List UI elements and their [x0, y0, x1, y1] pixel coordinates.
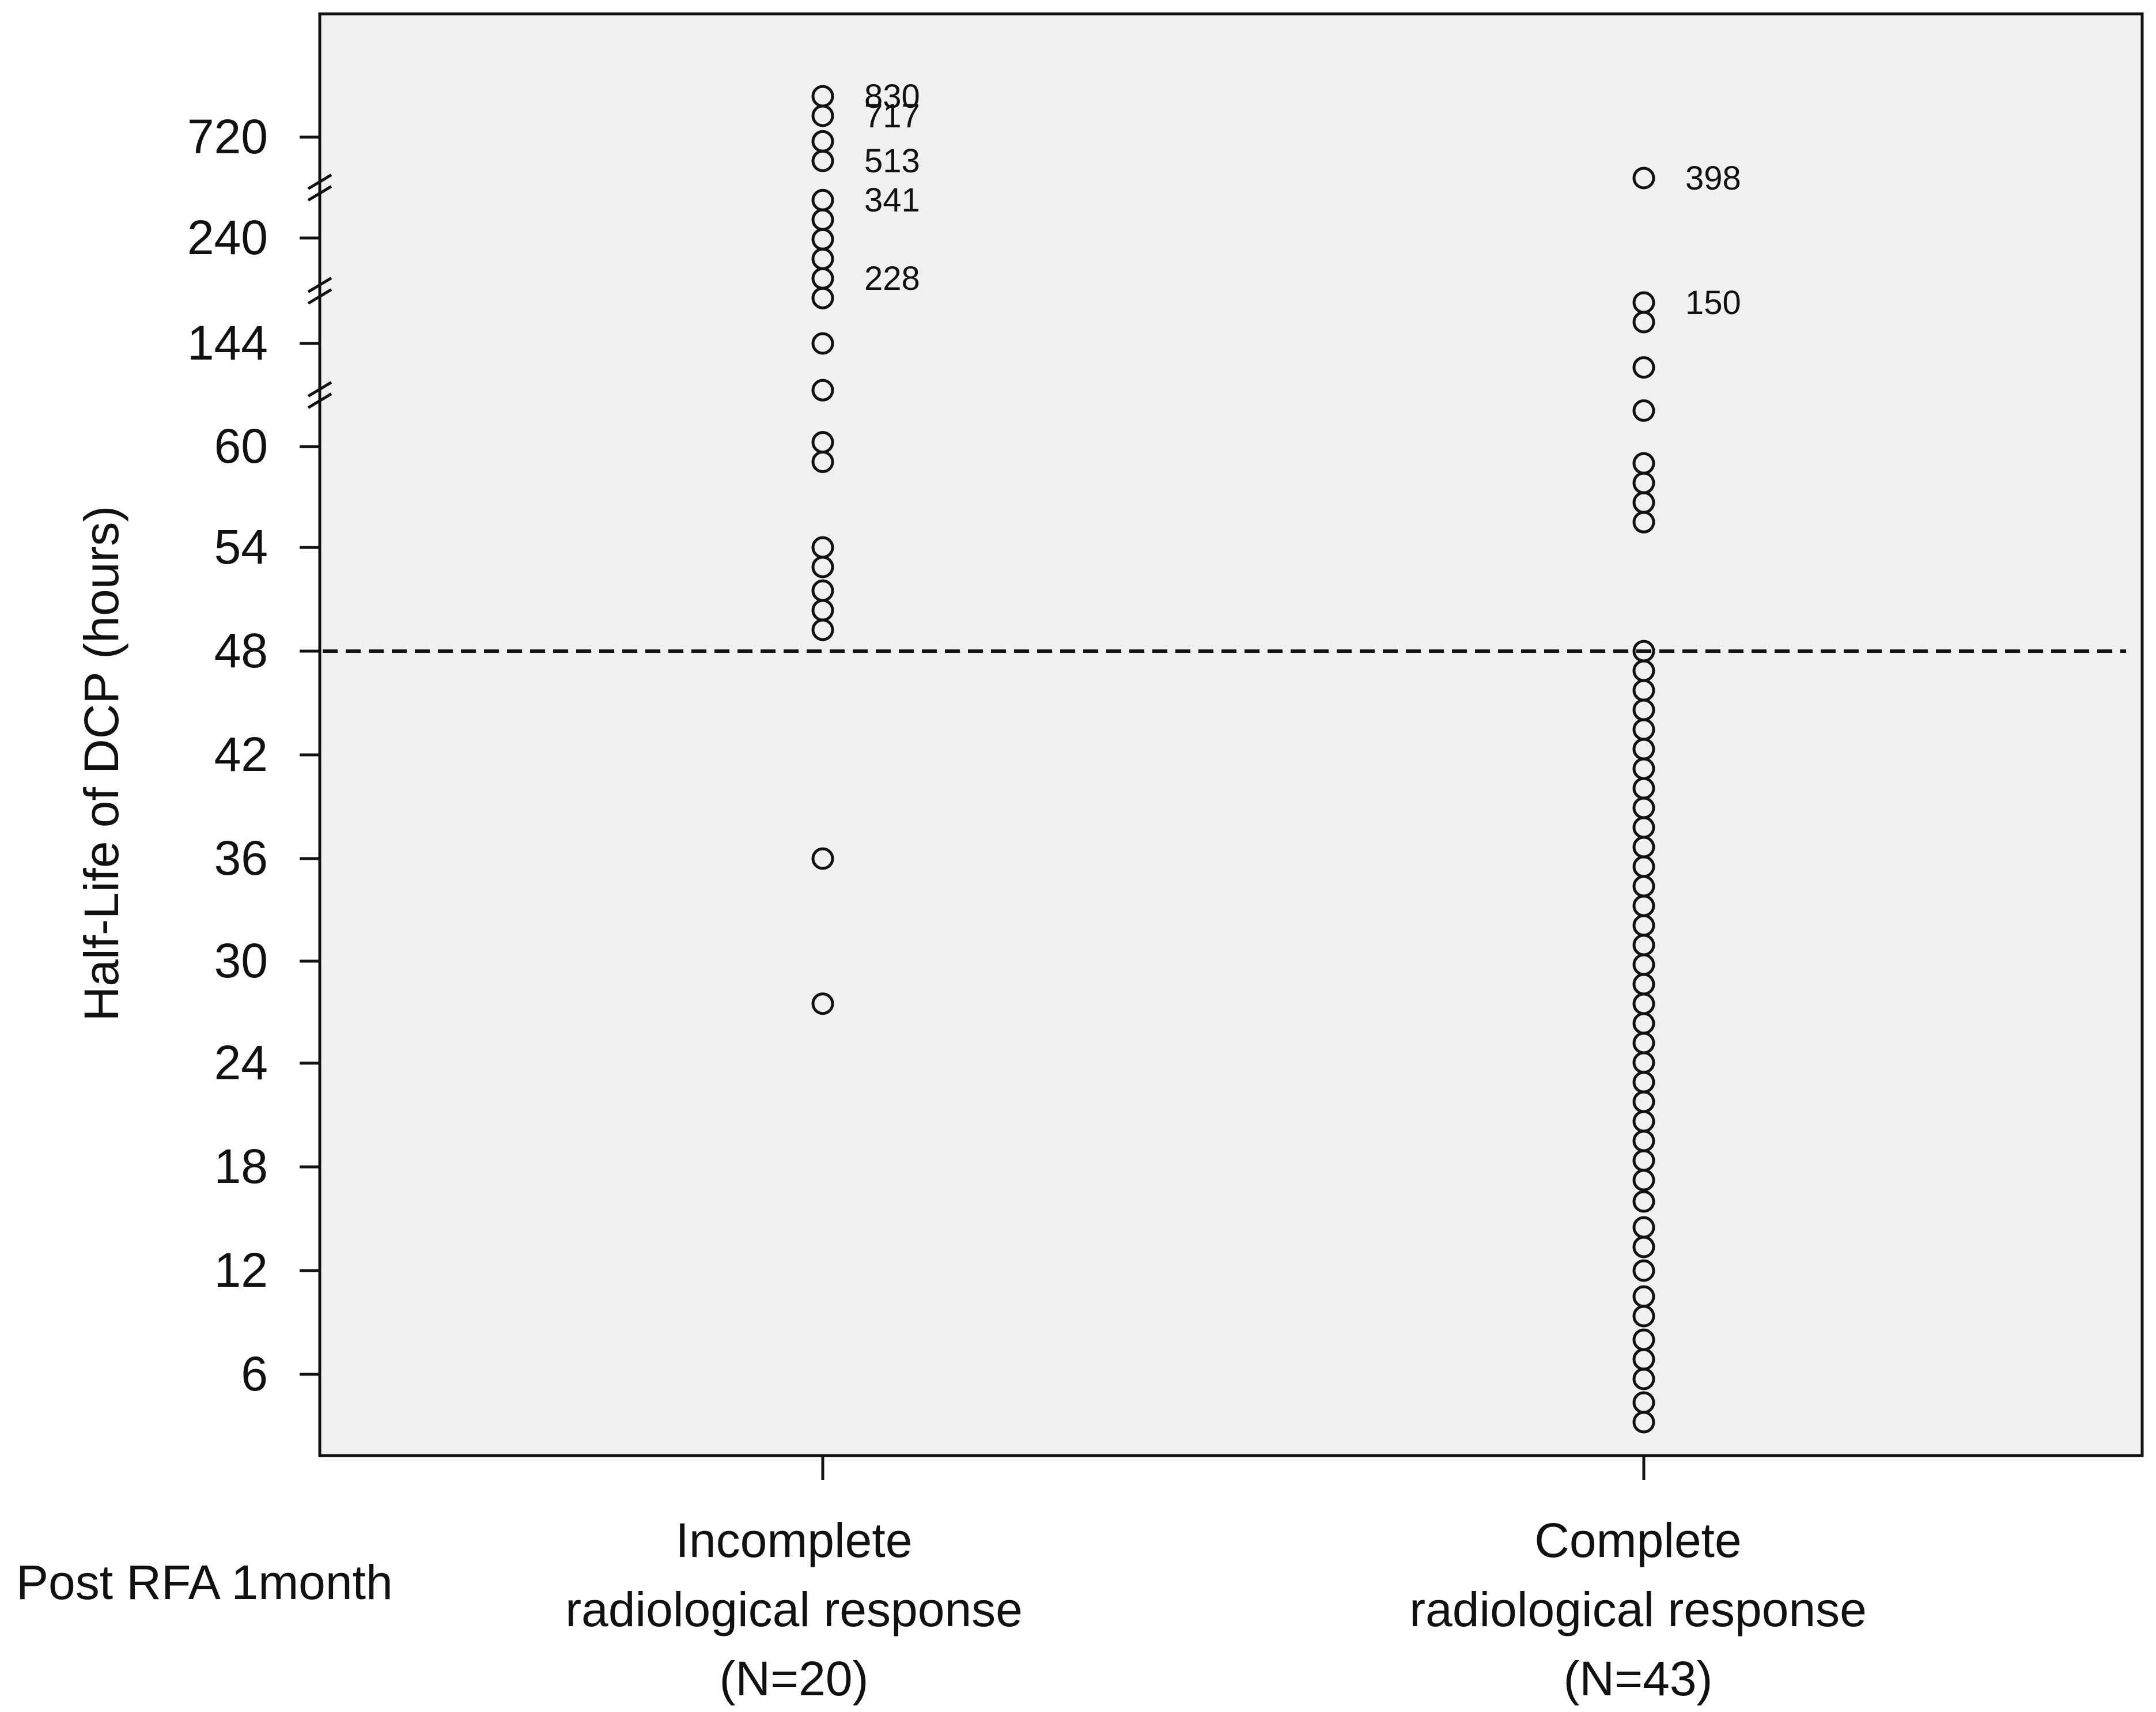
axis-break-mark	[307, 288, 332, 305]
y-tick-label: 6	[241, 1347, 268, 1401]
data-point	[811, 286, 834, 309]
y-tick-label: 24	[214, 1035, 268, 1090]
value-annotation: 398	[1685, 160, 1741, 197]
y-tick-label: 60	[214, 419, 268, 473]
axis-break-mark	[307, 185, 332, 202]
axis-break-mark	[307, 392, 332, 409]
data-point	[1632, 1235, 1655, 1259]
data-point	[1632, 1169, 1655, 1192]
y-tick-label: 30	[214, 934, 268, 988]
y-tick-label: 720	[187, 109, 268, 164]
data-point	[1632, 511, 1655, 534]
category-label-line2: radiological response	[565, 1582, 1023, 1637]
y-tick-label: 36	[214, 831, 268, 885]
y-axis-label: Half-Life of DCP (hours)	[74, 506, 128, 1022]
y-tick-label: 42	[214, 727, 268, 781]
axis-break-mark	[307, 381, 332, 398]
data-point	[811, 847, 834, 870]
category-label-line2: radiological response	[1409, 1582, 1867, 1637]
y-tick-label: 18	[214, 1139, 268, 1193]
data-point	[811, 379, 834, 402]
y-tick-label: 48	[214, 623, 268, 678]
value-annotation: 513	[864, 142, 920, 180]
x-axis	[821, 1456, 1646, 1480]
plot-area	[318, 12, 2144, 1457]
value-annotation: 341	[864, 182, 920, 219]
data-point	[1632, 1305, 1655, 1328]
category-label-line1: Incomplete	[676, 1513, 913, 1567]
axis-break-mark	[307, 173, 332, 190]
value-annotation: 228	[864, 260, 920, 297]
category-labels: Incomplete radiological response (N=20) Com…	[565, 1513, 1867, 1706]
category-n-label: (N=43)	[1563, 1651, 1712, 1706]
y-tick-label: 144	[187, 316, 268, 370]
data-point	[1632, 1190, 1655, 1213]
y-tick-label: 12	[214, 1243, 268, 1297]
value-annotation: 830	[864, 78, 920, 115]
data-point	[811, 992, 834, 1015]
value-annotation: 150	[1685, 284, 1741, 322]
y-tick-label: 240	[187, 210, 268, 264]
category-label-line1: Complete	[1534, 1513, 1742, 1567]
data-point	[1632, 1259, 1655, 1282]
axis-break-mark	[307, 277, 332, 293]
y-axis: 720 240 144 60 54 48 42 36 30 24 18 12 6	[187, 109, 332, 1401]
data-points	[811, 85, 1655, 1434]
data-point	[1632, 1367, 1655, 1390]
data-point	[1632, 311, 1655, 334]
data-point	[811, 451, 834, 473]
x-row-label: Post RFA 1month	[16, 1555, 393, 1609]
data-point	[811, 555, 834, 579]
value-annotation: 717	[864, 97, 920, 135]
y-tick-label: 54	[214, 520, 268, 574]
data-point	[811, 104, 834, 127]
data-point	[1632, 1411, 1655, 1434]
data-point	[1632, 167, 1655, 190]
data-point	[1632, 356, 1655, 379]
category-n-label: (N=20)	[719, 1651, 868, 1706]
data-point	[1632, 399, 1655, 422]
data-point	[811, 149, 834, 172]
data-point	[811, 332, 834, 355]
data-point	[811, 618, 834, 641]
